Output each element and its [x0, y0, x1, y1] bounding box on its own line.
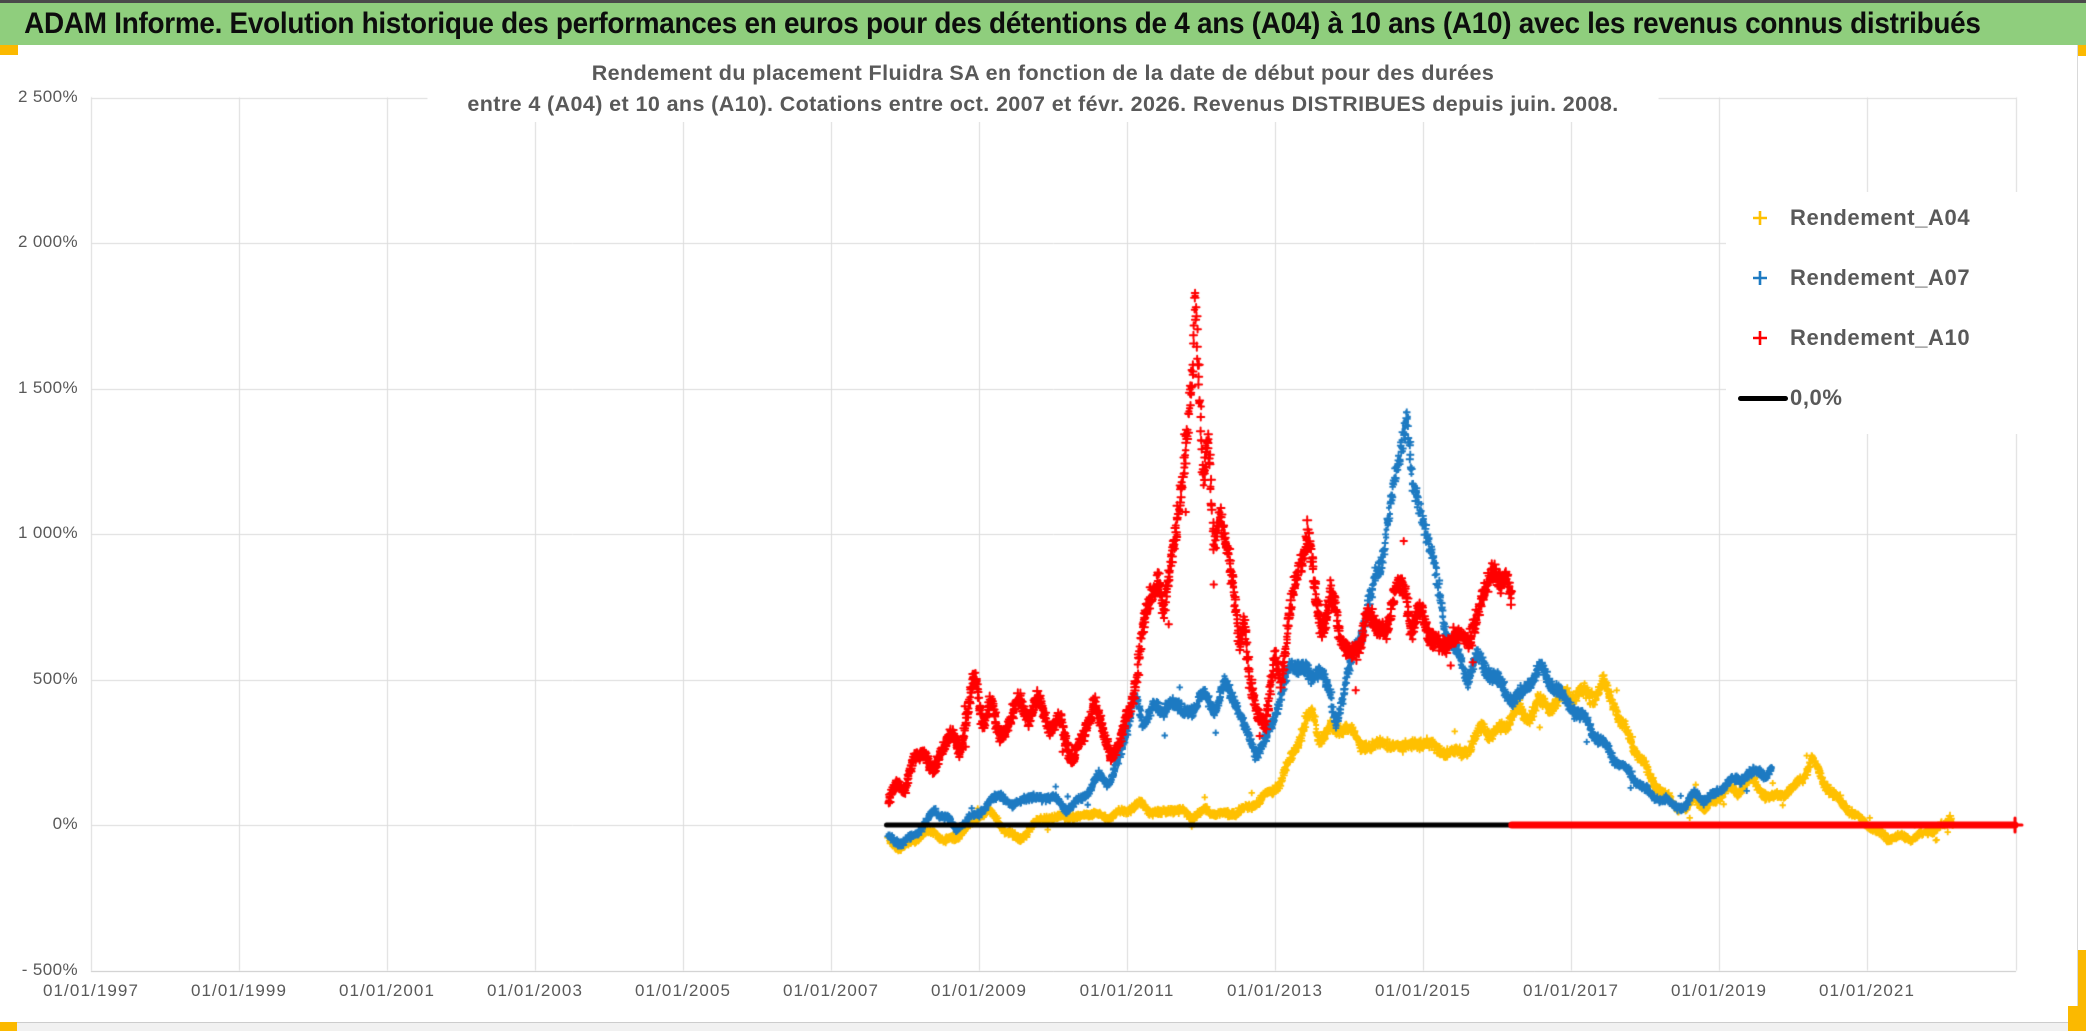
chart-title-line1: Rendement du placement Fluidra SA en fon… — [591, 61, 1495, 85]
x-tick-label: 01/01/2001 — [338, 981, 436, 1000]
chart-title-line2: entre 4 (A04) et 10 ans (A10). Cotations… — [467, 92, 1619, 116]
legend-label: Rendement_A04 — [1790, 205, 1971, 230]
x-tick-label: 01/01/2003 — [486, 981, 584, 1000]
orange-corner-bottom-left — [0, 1022, 17, 1031]
legend-label: Rendement_A07 — [1790, 265, 1971, 290]
plus-marker-icon — [1753, 271, 1767, 285]
plus-marker-icon — [1753, 331, 1767, 345]
x-tick-label: 01/01/1997 — [42, 981, 140, 1000]
x-tick-label: 01/01/2007 — [782, 981, 880, 1000]
right-edge-divider — [2077, 45, 2078, 1022]
orange-corner-top-right — [2078, 45, 2086, 56]
top-border — [0, 0, 2086, 3]
line-marker-icon — [1738, 395, 1788, 401]
orange-corner-bottom-right — [2068, 1006, 2086, 1031]
y-tick-label: 1 000% — [17, 523, 78, 542]
x-tick-label: 01/01/2005 — [634, 981, 732, 1000]
y-tick-label: - 500% — [21, 959, 78, 979]
x-tick-label: 01/01/2019 — [1670, 981, 1768, 1000]
legend-label: 0,0% — [1790, 385, 1843, 410]
plus-marker-icon — [1753, 211, 1767, 225]
y-tick-label: 2 500% — [17, 86, 78, 106]
legend-label: Rendement_A10 — [1790, 325, 1971, 350]
chart-title: Rendement du placement Fluidra SA en fon… — [427, 56, 1659, 122]
orange-corner-top-left — [0, 45, 18, 55]
banner: ADAM Informe. Evolution historique des p… — [0, 3, 2086, 45]
y-tick-label: 0% — [52, 814, 78, 833]
legend-item-rendement-a07[interactable]: Rendement_A07 — [1726, 254, 2071, 302]
legend-item-rendement-a04[interactable]: Rendement_A04 — [1726, 194, 2071, 242]
x-tick-label: 01/01/2015 — [1374, 981, 1472, 1000]
bottom-scroll-band — [0, 1022, 2086, 1031]
x-tick-label: 01/01/2013 — [1226, 981, 1324, 1000]
legend: Rendement_A04 Rendement_A07 Rendement_A10 0… — [1726, 192, 2071, 434]
y-tick-label: 500% — [32, 668, 78, 688]
x-tick-label: 01/01/2009 — [930, 981, 1028, 1000]
x-tick-label: 01/01/2021 — [1818, 981, 1916, 1000]
y-tick-label: 2 000% — [17, 232, 78, 251]
orange-strip-right — [2078, 950, 2086, 1031]
x-tick-label: 01/01/2017 — [1522, 981, 1620, 1000]
banner-title: ADAM Informe. Evolution historique des p… — [24, 7, 1981, 40]
legend-item-0-0-[interactable]: 0,0% — [1726, 374, 2071, 422]
y-tick-label: 1 500% — [17, 377, 78, 397]
x-tick-label: 01/01/1999 — [190, 981, 288, 1000]
legend-item-rendement-a10[interactable]: Rendement_A10 — [1726, 314, 2071, 362]
x-tick-label: 01/01/2011 — [1079, 981, 1175, 1000]
